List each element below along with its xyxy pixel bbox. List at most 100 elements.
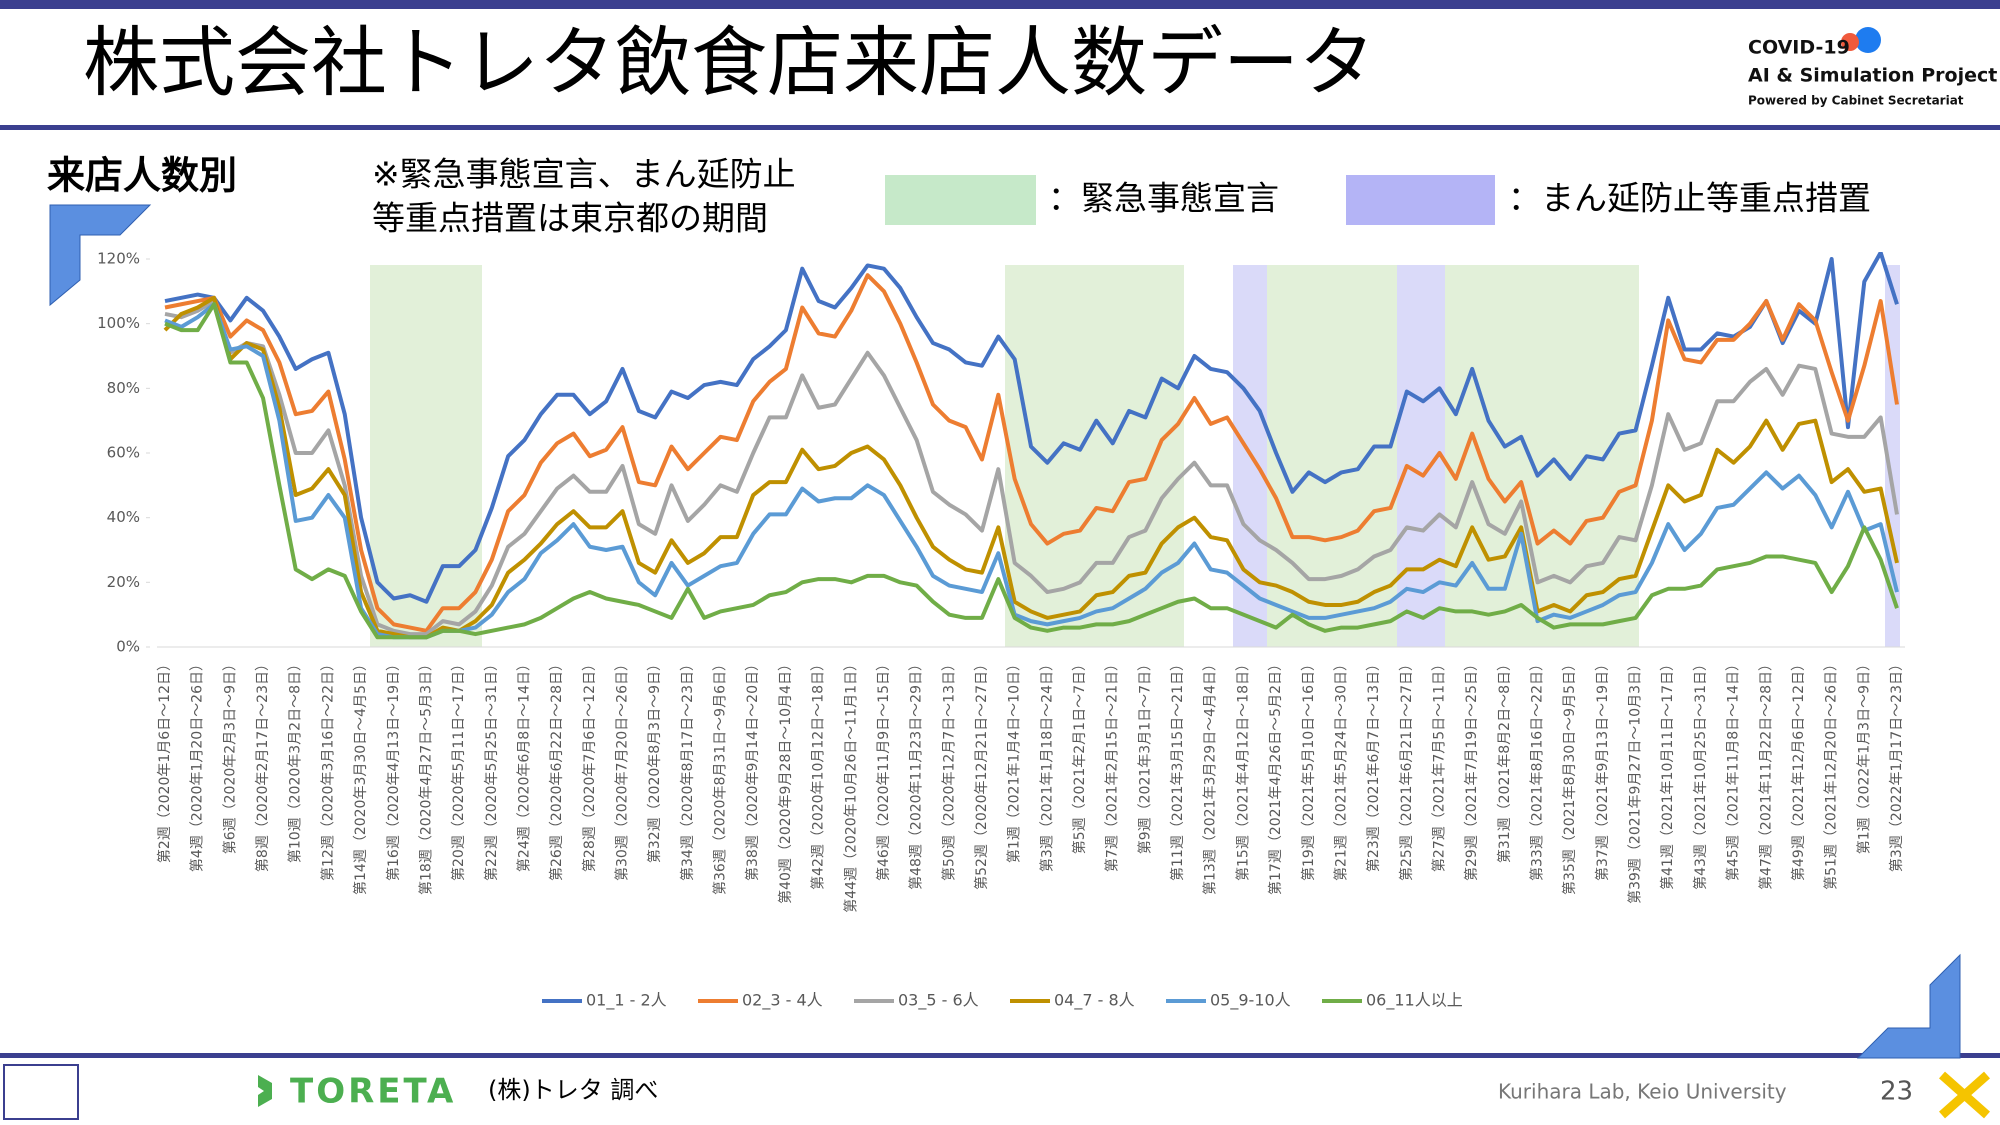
x-tick-label: 第8週（2020年2月17日～23日） <box>254 657 271 872</box>
lab-logo <box>3 1064 79 1120</box>
legend-label: 05_9-10人 <box>1210 991 1291 1011</box>
footer-rule <box>0 1053 2000 1058</box>
x-tick-label: 第39週（2021年9月27日～10月3日） <box>1627 657 1644 904</box>
logo-x <box>1939 1071 1990 1119</box>
x-tick-label: 第35週（2021年8月30日～9月5日） <box>1561 657 1578 895</box>
top-bar <box>0 0 2000 9</box>
series-line <box>164 299 1899 637</box>
x-tick-label: 第24週（2020年6月8日～14日） <box>515 657 532 872</box>
x-tick-label: 第9週（2021年3月1日～7日） <box>1136 657 1153 854</box>
series-line <box>164 302 1899 640</box>
x-tick-label: 第30週（2020年7月20日～26日） <box>614 657 631 881</box>
x-tick-label: 第51週（2021年12月20日～26日） <box>1823 657 1840 890</box>
x-tick-label: 第22週（2020年5月25日～31日） <box>483 657 500 881</box>
lab-name: Kurihara Lab, Keio University <box>1498 1080 1787 1104</box>
legend-label: 01_1 - 2人 <box>586 991 667 1011</box>
x-tick-label: 第49週（2021年12月6日～12日） <box>1790 657 1807 881</box>
note: ※緊急事態宣言、まん延防止 <box>372 155 796 194</box>
key-swatch <box>1346 175 1495 225</box>
x-tick-label: 第19週（2021年5月10日～16日） <box>1300 657 1317 881</box>
y-tick-label: 0% <box>116 638 140 656</box>
x-tick-label: 第45週（2021年11月8日～14日） <box>1725 657 1742 881</box>
source: (株)トレタ 調べ <box>488 1076 658 1104</box>
x-tick-label: 第17週（2021年4月26日～5月2日） <box>1267 657 1284 895</box>
x-tick-label: 第23週（2021年6月7日～13日） <box>1365 657 1382 872</box>
x-tick-label: 第3週（2022年1月17日～23日） <box>1888 657 1905 872</box>
logo-dot <box>1855 27 1881 53</box>
emergency-band <box>1267 265 1397 647</box>
logo-text: Powered by Cabinet Secretariat <box>1748 94 1964 108</box>
x-tick-label: 第10週（2020年3月2日～8日） <box>287 657 304 863</box>
legend-label: 06_11人以上 <box>1366 991 1463 1011</box>
x-tick-label: 第7週（2021年2月15日～21日） <box>1104 657 1121 872</box>
corner-deco <box>1856 953 1961 1059</box>
x-tick-label: 第1週（2021年1月4日～10日） <box>1006 657 1023 863</box>
y-tick-label: 100% <box>97 314 140 332</box>
x-tick-label: 第44週（2020年10月26日～11月1日） <box>842 657 859 913</box>
lines <box>163 252 1899 640</box>
x-tick-label: 第52週（2020年12月21日～27日） <box>973 657 990 890</box>
logo-text: COVID-19 <box>1748 37 1850 59</box>
x-tick-label: 第40週（2020年9月28日～10月4日） <box>777 657 794 904</box>
x-tick-label: 第14週（2020年3月30日～4月5日） <box>352 657 369 895</box>
logo-text: AI & Simulation Project <box>1748 65 1997 87</box>
x-tick-label: 第32週（2020年8月3日～9日） <box>646 657 663 863</box>
subheading: 来店人数別 <box>47 154 237 198</box>
y-tick-label: 60% <box>107 444 140 462</box>
x-tick-label: 第37週（2021年9月13日～19日） <box>1594 657 1611 881</box>
chart: 0% 20% 40% 60% 80% 100% 120% 第2週（2020年1月6日～12日）… <box>97 250 1905 1011</box>
x-tick-label: 第21週（2021年5月24日～30日） <box>1332 657 1349 881</box>
title: 株式会社トレタ飲食店来店人数データ <box>83 18 1375 107</box>
x-tick-label: 第50週（2020年12月7日～13日） <box>940 657 957 881</box>
x-tick-label: 第41週（2021年10月11日～17日） <box>1659 657 1676 890</box>
x-tick-label: 第28週（2020年7月6日～12日） <box>581 657 598 872</box>
y-tick-label: 80% <box>107 379 140 397</box>
x-tick-label: 第31週（2021年8月2日～8日） <box>1496 657 1513 863</box>
x-tick-label: 第5週（2021年2月1日～7日） <box>1071 657 1088 854</box>
brand: TORETA <box>290 1072 456 1112</box>
x-tick-label: 第46週（2020年11月9日～15日） <box>875 657 892 881</box>
series-line <box>164 273 1899 633</box>
toreta-icon <box>258 1075 272 1107</box>
x-tick-label: 第3週（2021年1月18日～24日） <box>1038 657 1055 872</box>
legend-label: 02_3 - 4人 <box>742 991 823 1011</box>
page-number: 23 <box>1880 1077 1913 1107</box>
x-tick-label: 第47週（2021年11月22日～28日） <box>1757 657 1774 890</box>
x-tick-label: 第12週（2020年3月16日～22日） <box>319 657 336 881</box>
legend-label: 03_5 - 6人 <box>898 991 979 1011</box>
logo-dot <box>1841 33 1859 51</box>
x-tick-label: 第26週（2020年6月22日～28日） <box>548 657 565 881</box>
x-tick-label: 第15週（2021年4月12日～18日） <box>1234 657 1251 881</box>
x-tick-label: 第42週（2020年10月12日～18日） <box>810 657 827 890</box>
x-tick-label: 第48週（2020年11月23日～29日） <box>908 657 925 890</box>
corner-deco <box>49 204 152 307</box>
legend-label: 04_7 - 8人 <box>1054 991 1135 1011</box>
x-tick-label: 第43週（2021年10月25日～31日） <box>1692 657 1709 890</box>
key-label: ：まん延防止等重点措置 <box>1508 179 1871 218</box>
emergency-band <box>1445 265 1639 647</box>
x-tick-label: 第4週（2020年1月20日～26日） <box>189 657 206 872</box>
key-label: ：緊急事態宣言 <box>1048 179 1279 218</box>
x-tick-label: 第33週（2021年8月16日～22日） <box>1529 657 1546 881</box>
series-line <box>164 252 1899 604</box>
x-tick-label: 第1週（2022年1月3日～9日） <box>1855 657 1872 854</box>
title-rule <box>0 125 2000 130</box>
x-tick-label: 第13週（2021年3月29日～4月4日） <box>1202 657 1219 895</box>
x-tick-label: 第25週（2021年6月21日～27日） <box>1398 657 1415 881</box>
x-tick-label: 第20週（2020年5月11日～17日） <box>450 657 467 881</box>
x-tick-label: 第18週（2020年4月27日～5月3日） <box>417 657 434 895</box>
x-tick-label: 第27週（2021年7月5日～11日） <box>1430 657 1447 872</box>
y-tick-label: 40% <box>107 508 140 526</box>
x-tick-label: 第38週（2020年9月14日～20日） <box>744 657 761 881</box>
x-tick-label: 第6週（2020年2月3日～9日） <box>221 657 238 854</box>
key-swatch <box>885 175 1036 225</box>
x-tick-label: 第2週（2020年1月6日～12日） <box>156 657 173 863</box>
y-tick-label: 20% <box>107 573 140 591</box>
note: 等重点措置は東京都の期間 <box>372 199 768 238</box>
x-tick-label: 第16週（2020年4月13日～19日） <box>385 657 402 881</box>
x-tick-label: 第36週（2020年8月31日～9月6日） <box>712 657 729 895</box>
emergency-band <box>370 265 482 647</box>
x-tick-label: 第29週（2021年7月19日～25日） <box>1463 657 1480 881</box>
